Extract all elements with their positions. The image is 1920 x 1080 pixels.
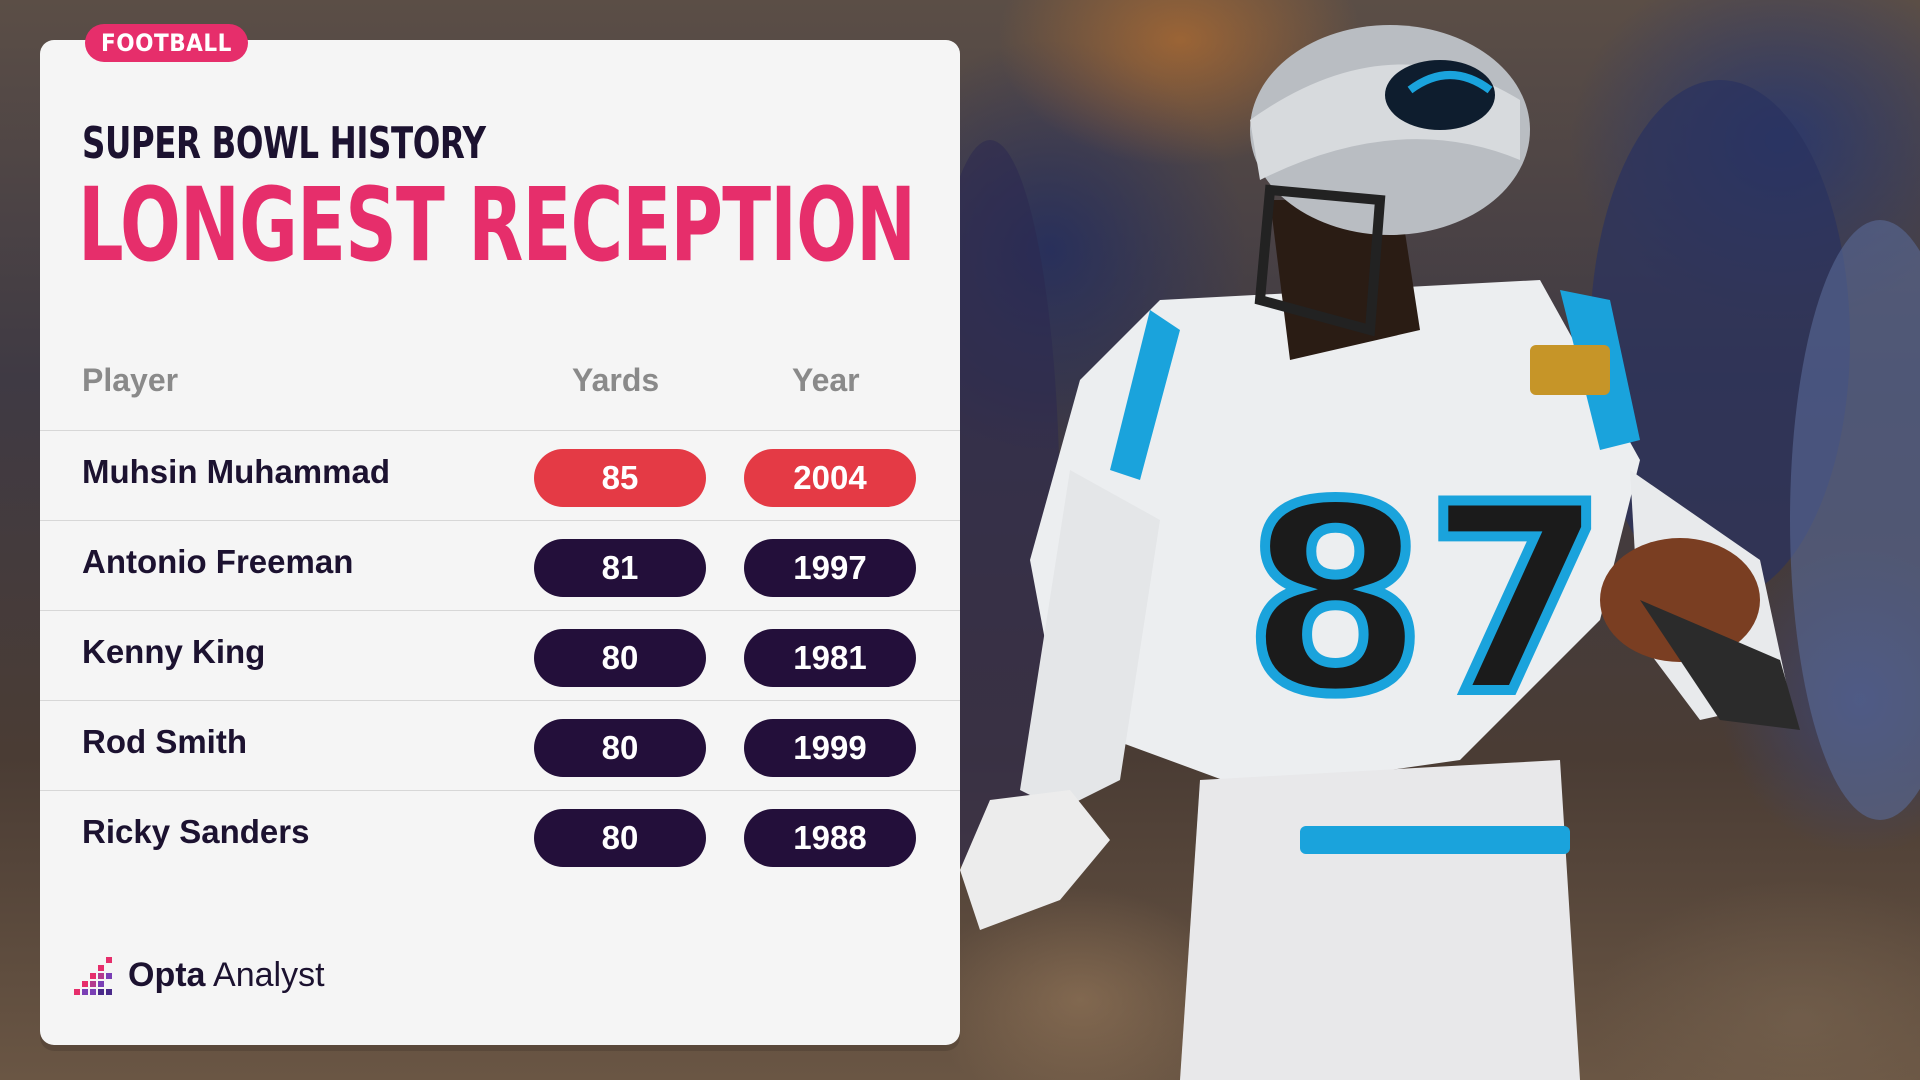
opta-logo-icon	[74, 957, 112, 995]
table-row: Muhsin Muhammad 85 2004	[40, 430, 960, 520]
page-title: LONGEST RECEPTION	[78, 166, 916, 285]
yards-pill: 80	[534, 629, 706, 687]
reception-table: Muhsin Muhammad 85 2004 Antonio Freeman …	[40, 430, 960, 880]
column-header-year: Year	[792, 362, 860, 398]
yards-pill: 81	[534, 539, 706, 597]
table-row: Kenny King 80 1981	[40, 610, 960, 700]
year-pill: 1981	[744, 629, 916, 687]
player-name: Ricky Sanders	[82, 813, 310, 850]
yards-pill: 80	[534, 809, 706, 867]
column-header-yards: Yards	[572, 362, 660, 398]
opta-analyst-logo: Opta Analyst	[72, 950, 325, 1000]
brand-light: Analyst	[213, 955, 325, 994]
brand-bold: Opta	[128, 955, 206, 994]
year-pill: 1988	[744, 809, 916, 867]
page-subtitle: SUPER BOWL HISTORY	[82, 118, 486, 169]
table-row: Antonio Freeman 81 1997	[40, 520, 960, 610]
player-name: Rod Smith	[82, 723, 247, 760]
player-name: Antonio Freeman	[82, 543, 354, 580]
yards-pill: 85	[534, 449, 706, 507]
yards-pill: 80	[534, 719, 706, 777]
column-header-player: Player	[82, 362, 179, 398]
year-pill: 1999	[744, 719, 916, 777]
table-row: Ricky Sanders 80 1988	[40, 790, 960, 880]
player-name: Muhsin Muhammad	[82, 453, 391, 490]
player-name: Kenny King	[82, 633, 266, 670]
year-pill: 2004	[744, 449, 916, 507]
year-pill: 1997	[744, 539, 916, 597]
category-badge: FOOTBALL	[85, 24, 248, 62]
table-row: Rod Smith 80 1999	[40, 700, 960, 790]
jersey-number: 87	[1245, 450, 1607, 752]
brand-wordmark: Opta Analyst	[128, 956, 325, 995]
